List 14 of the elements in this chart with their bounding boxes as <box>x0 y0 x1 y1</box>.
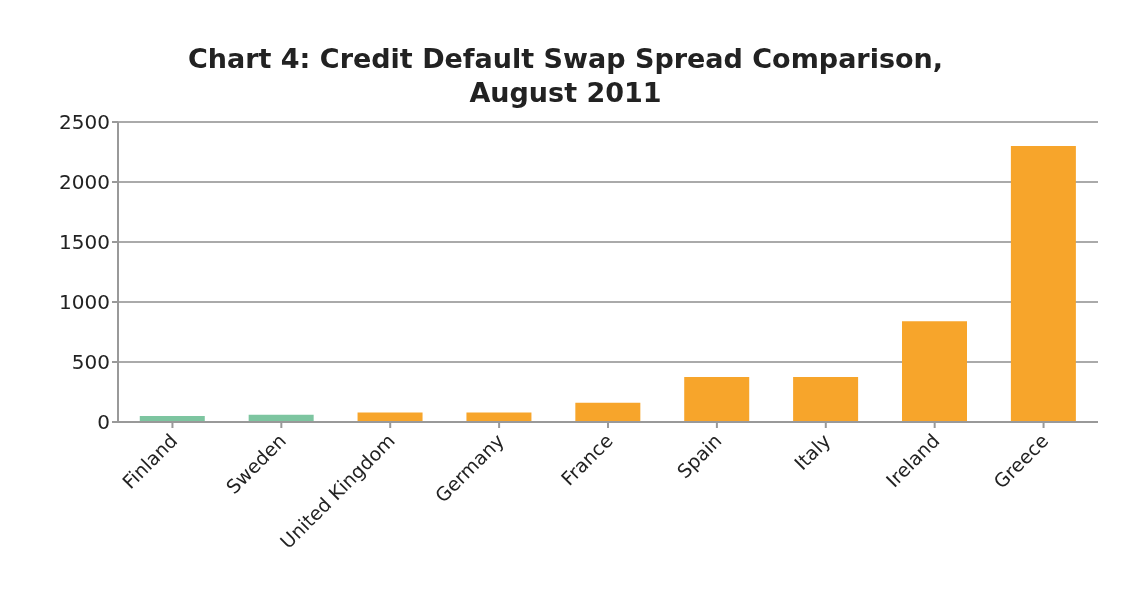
y-tick-label: 2500 <box>59 110 110 135</box>
y-tick-label: 500 <box>71 350 110 375</box>
bar <box>902 321 967 422</box>
bar <box>1010 146 1076 422</box>
bar <box>357 412 423 422</box>
bar <box>466 412 532 422</box>
y-tick-label: 1500 <box>59 230 110 255</box>
bar <box>575 402 641 422</box>
y-tick-label: 0 <box>97 410 110 435</box>
y-tick-label: 1000 <box>59 290 110 315</box>
chart-title: Chart 4: Credit Default Swap Spread Comparison, August 2011 <box>186 42 945 110</box>
bar <box>684 377 750 422</box>
bar <box>793 377 859 422</box>
y-tick-label: 2000 <box>59 170 110 195</box>
